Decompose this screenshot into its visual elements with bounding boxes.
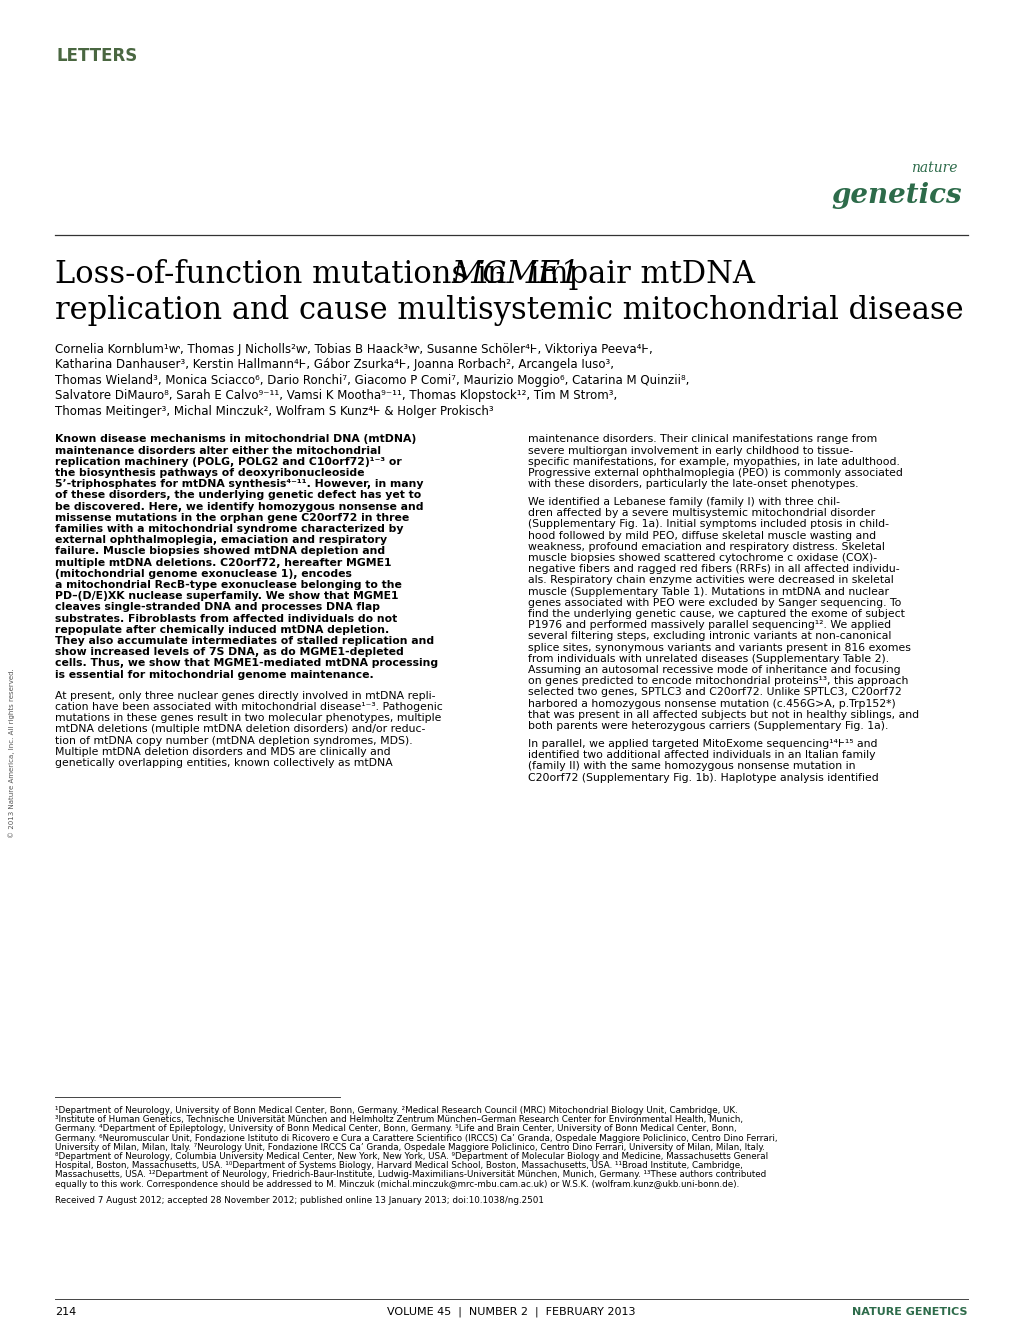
Text: maintenance disorders. Their clinical manifestations range from: maintenance disorders. Their clinical ma… — [528, 434, 876, 445]
Text: be discovered. Here, we identify homozygous nonsense and: be discovered. Here, we identify homozyg… — [55, 501, 423, 512]
Text: Multiple mtDNA deletion disorders and MDS are clinically and: Multiple mtDNA deletion disorders and MD… — [55, 747, 390, 757]
Text: nature: nature — [911, 161, 957, 175]
Text: from individuals with unrelated diseases (Supplementary Table 2).: from individuals with unrelated diseases… — [528, 655, 889, 664]
Text: is essential for mitochondrial genome maintenance.: is essential for mitochondrial genome ma… — [55, 669, 373, 680]
Text: a mitochondrial RecB-type exonuclease belonging to the: a mitochondrial RecB-type exonuclease be… — [55, 581, 401, 590]
Text: missense mutations in the orphan gene C20orf72 in three: missense mutations in the orphan gene C2… — [55, 513, 409, 523]
Text: Salvatore DiMauro⁸, Sarah E Calvo⁹⁻¹¹, Vamsi K Mootha⁹⁻¹¹, Thomas Klopstock¹², T: Salvatore DiMauro⁸, Sarah E Calvo⁹⁻¹¹, V… — [55, 390, 616, 402]
Text: with these disorders, particularly the late-onset phenotypes.: with these disorders, particularly the l… — [528, 480, 858, 489]
Text: PD–(D/E)XK nuclease superfamily. We show that MGME1: PD–(D/E)XK nuclease superfamily. We show… — [55, 591, 398, 601]
Text: replication and cause multisystemic mitochondrial disease: replication and cause multisystemic mito… — [55, 294, 963, 325]
Text: specific manifestations, for example, myopathies, in late adulthood.: specific manifestations, for example, my… — [528, 457, 899, 466]
Text: maintenance disorders alter either the mitochondrial: maintenance disorders alter either the m… — [55, 445, 381, 456]
Text: Hospital, Boston, Massachusetts, USA. ¹⁰Department of Systems Biology, Harvard M: Hospital, Boston, Massachusetts, USA. ¹⁰… — [55, 1161, 742, 1171]
Text: Thomas Wieland³, Monica Sciacco⁶, Dario Ronchi⁷, Giacomo P Comi⁷, Maurizio Moggi: Thomas Wieland³, Monica Sciacco⁶, Dario … — [55, 374, 689, 387]
Text: NATURE GENETICS: NATURE GENETICS — [852, 1306, 967, 1317]
Text: (Supplementary Fig. 1a). Initial symptoms included ptosis in child-: (Supplementary Fig. 1a). Initial symptom… — [528, 520, 889, 530]
Text: Assuming an autosomal recessive mode of inheritance and focusing: Assuming an autosomal recessive mode of … — [528, 665, 900, 675]
Text: families with a mitochondrial syndrome characterized by: families with a mitochondrial syndrome c… — [55, 524, 404, 534]
Text: mutations in these genes result in two molecular phenotypes, multiple: mutations in these genes result in two m… — [55, 714, 441, 723]
Text: ⁸Department of Neurology, Columbia University Medical Center, New York, New York: ⁸Department of Neurology, Columbia Unive… — [55, 1152, 767, 1161]
Text: the biosynthesis pathways of deoxyribonucleoside: the biosynthesis pathways of deoxyribonu… — [55, 468, 364, 478]
Text: show increased levels of 7S DNA, as do MGME1-depleted: show increased levels of 7S DNA, as do M… — [55, 648, 404, 657]
Text: University of Milan, Milan, Italy. ⁷Neurology Unit, Fondazione IRCCS Ca’ Granda,: University of Milan, Milan, Italy. ⁷Neur… — [55, 1142, 764, 1152]
Text: VOLUME 45  |  NUMBER 2  |  FEBRUARY 2013: VOLUME 45 | NUMBER 2 | FEBRUARY 2013 — [386, 1306, 635, 1317]
Text: Known disease mechanisms in mitochondrial DNA (mtDNA): Known disease mechanisms in mitochondria… — [55, 434, 416, 445]
Text: negative fibers and ragged red fibers (RRFs) in all affected individu-: negative fibers and ragged red fibers (R… — [528, 564, 899, 574]
Text: LETTERS: LETTERS — [56, 47, 138, 65]
Text: impair mtDNA: impair mtDNA — [520, 259, 754, 290]
Text: C20orf72 (Supplementary Fig. 1b). Haplotype analysis identified: C20orf72 (Supplementary Fig. 1b). Haplot… — [528, 773, 878, 782]
Text: replication machinery (POLG, POLG2 and C10orf72)¹⁻³ or: replication machinery (POLG, POLG2 and C… — [55, 457, 401, 466]
Text: Germany. ⁴Department of Epileptology, University of Bonn Medical Center, Bonn, G: Germany. ⁴Department of Epileptology, Un… — [55, 1125, 736, 1133]
Text: find the underlying genetic cause, we captured the exome of subject: find the underlying genetic cause, we ca… — [528, 609, 904, 620]
Text: multiple mtDNA deletions. C20orf72, hereafter MGME1: multiple mtDNA deletions. C20orf72, here… — [55, 558, 391, 567]
Text: muscle (Supplementary Table 1). Mutations in mtDNA and nuclear: muscle (Supplementary Table 1). Mutation… — [528, 587, 889, 597]
Text: Received 7 August 2012; accepted 28 November 2012; published online 13 January 2: Received 7 August 2012; accepted 28 Nove… — [55, 1196, 543, 1204]
Text: P1976 and performed massively parallel sequencing¹². We applied: P1976 and performed massively parallel s… — [528, 621, 891, 630]
Text: They also accumulate intermediates of stalled replication and: They also accumulate intermediates of st… — [55, 636, 434, 646]
Text: of these disorders, the underlying genetic defect has yet to: of these disorders, the underlying genet… — [55, 491, 421, 500]
Text: Massachusetts, USA. ¹²Department of Neurology, Friedrich-Baur-Institute, Ludwig-: Massachusetts, USA. ¹²Department of Neur… — [55, 1171, 765, 1180]
Text: tion of mtDNA copy number (mtDNA depletion syndromes, MDS).: tion of mtDNA copy number (mtDNA depleti… — [55, 735, 413, 746]
Text: ³Institute of Human Genetics, Technische Universität München and Helmholtz Zentr: ³Institute of Human Genetics, Technische… — [55, 1116, 742, 1124]
Text: several filtering steps, excluding intronic variants at non-canonical: several filtering steps, excluding intro… — [528, 632, 891, 641]
Text: severe multiorgan involvement in early childhood to tissue-: severe multiorgan involvement in early c… — [528, 445, 853, 456]
Text: Thomas Meitinger³, Michal Minczuk², Wolfram S Kunz⁴Ⱶ & Holger Prokisch³: Thomas Meitinger³, Michal Minczuk², Wolf… — [55, 405, 493, 418]
Text: hood followed by mild PEO, diffuse skeletal muscle wasting and: hood followed by mild PEO, diffuse skele… — [528, 531, 875, 540]
Text: external ophthalmoplegia, emaciation and respiratory: external ophthalmoplegia, emaciation and… — [55, 535, 387, 546]
Text: genes associated with PEO were excluded by Sanger sequencing. To: genes associated with PEO were excluded … — [528, 598, 901, 607]
Text: splice sites, synonymous variants and variants present in 816 exomes: splice sites, synonymous variants and va… — [528, 642, 910, 653]
Text: Loss-of-function mutations in: Loss-of-function mutations in — [55, 259, 516, 290]
Text: muscle biopsies showed scattered cytochrome c oxidase (COX)-: muscle biopsies showed scattered cytochr… — [528, 554, 876, 563]
Text: At present, only three nuclear genes directly involved in mtDNA repli-: At present, only three nuclear genes dir… — [55, 691, 435, 700]
Text: In parallel, we applied targeted MitoExome sequencing¹⁴Ⱶ¹⁵ and: In parallel, we applied targeted MitoExo… — [528, 739, 876, 749]
Text: ¹Department of Neurology, University of Bonn Medical Center, Bonn, Germany. ²Med: ¹Department of Neurology, University of … — [55, 1106, 737, 1116]
Text: Katharina Danhauser³, Kerstin Hallmann⁴Ⱶ, Gábor Zsurka⁴Ⱶ, Joanna Rorbach², Arcan: Katharina Danhauser³, Kerstin Hallmann⁴Ⱶ… — [55, 359, 613, 371]
Text: weakness, profound emaciation and respiratory distress. Skeletal: weakness, profound emaciation and respir… — [528, 542, 884, 552]
Text: Progressive external ophthalmoplegia (PEO) is commonly associated: Progressive external ophthalmoplegia (PE… — [528, 468, 902, 478]
Text: cleaves single-stranded DNA and processes DNA flap: cleaves single-stranded DNA and processe… — [55, 602, 380, 613]
Text: (mitochondrial genome exonuclease 1), encodes: (mitochondrial genome exonuclease 1), en… — [55, 569, 352, 579]
Text: selected two genes, SPTLC3 and C20orf72. Unlike SPTLC3, C20orf72: selected two genes, SPTLC3 and C20orf72.… — [528, 688, 901, 698]
Text: substrates. Fibroblasts from affected individuals do not: substrates. Fibroblasts from affected in… — [55, 614, 396, 624]
Text: MGME1: MGME1 — [450, 259, 579, 290]
Text: failure. Muscle biopsies showed mtDNA depletion and: failure. Muscle biopsies showed mtDNA de… — [55, 547, 385, 556]
Text: (family II) with the same homozygous nonsense mutation in: (family II) with the same homozygous non… — [528, 762, 855, 771]
Text: mtDNA deletions (multiple mtDNA deletion disorders) and/or reduc-: mtDNA deletions (multiple mtDNA deletion… — [55, 724, 425, 734]
Text: als. Respiratory chain enzyme activities were decreased in skeletal: als. Respiratory chain enzyme activities… — [528, 575, 893, 586]
Text: genetics: genetics — [830, 181, 961, 208]
Text: cation have been associated with mitochondrial disease¹⁻³. Pathogenic: cation have been associated with mitocho… — [55, 702, 442, 712]
Text: that was present in all affected subjects but not in healthy siblings, and: that was present in all affected subject… — [528, 710, 918, 720]
Text: on genes predicted to encode mitochondrial proteins¹³, this approach: on genes predicted to encode mitochondri… — [528, 676, 908, 687]
Text: both parents were heterozygous carriers (Supplementary Fig. 1a).: both parents were heterozygous carriers … — [528, 722, 888, 731]
Text: repopulate after chemically induced mtDNA depletion.: repopulate after chemically induced mtDN… — [55, 625, 389, 634]
Text: © 2013 Nature America, Inc. All rights reserved.: © 2013 Nature America, Inc. All rights r… — [8, 668, 14, 837]
Text: equally to this work. Correspondence should be addressed to M. Minczuk (michal.m: equally to this work. Correspondence sho… — [55, 1180, 739, 1188]
Text: We identified a Lebanese family (family I) with three chil-: We identified a Lebanese family (family … — [528, 497, 840, 507]
Text: genetically overlapping entities, known collectively as mtDNA: genetically overlapping entities, known … — [55, 758, 392, 767]
Text: Cornelia Kornblum¹ⱳ, Thomas J Nicholls²ⱳ, Tobias B Haack³ⱳ, Susanne Schöler⁴Ⱶ, V: Cornelia Kornblum¹ⱳ, Thomas J Nicholls²ⱳ… — [55, 343, 652, 356]
Text: cells. Thus, we show that MGME1-mediated mtDNA processing: cells. Thus, we show that MGME1-mediated… — [55, 659, 438, 668]
Text: identified two additional affected individuals in an Italian family: identified two additional affected indiv… — [528, 750, 874, 761]
Text: 5’-triphosphates for mtDNA synthesis⁴⁻¹¹. However, in many: 5’-triphosphates for mtDNA synthesis⁴⁻¹¹… — [55, 480, 423, 489]
Text: dren affected by a severe multisystemic mitochondrial disorder: dren affected by a severe multisystemic … — [528, 508, 874, 519]
Text: 214: 214 — [55, 1306, 76, 1317]
Text: harbored a homozygous nonsense mutation (c.456G>A, p.Trp152*): harbored a homozygous nonsense mutation … — [528, 699, 895, 708]
Text: Germany. ⁶Neuromuscular Unit, Fondazione Istituto di Ricovero e Cura a Carattere: Germany. ⁶Neuromuscular Unit, Fondazione… — [55, 1133, 776, 1142]
